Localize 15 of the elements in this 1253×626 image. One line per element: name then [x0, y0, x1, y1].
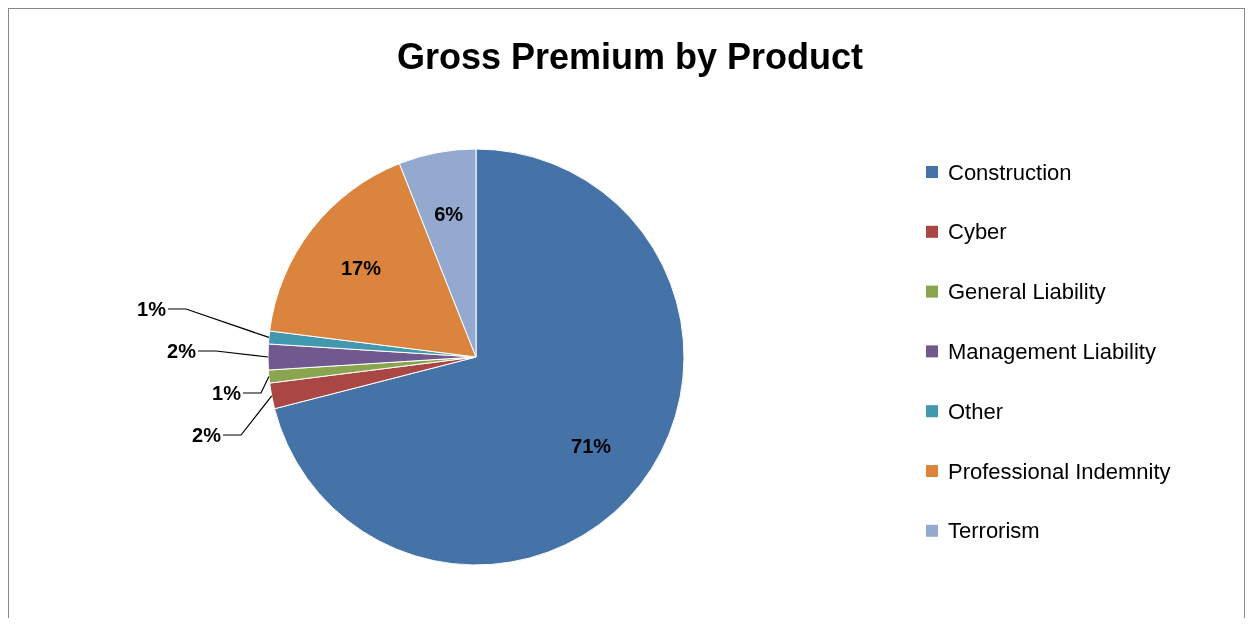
- data-label: 1%: [212, 382, 242, 404]
- data-label: 17%: [340, 256, 382, 279]
- data-label: 6%: [434, 202, 464, 225]
- data-label: 71%: [571, 435, 612, 458]
- legend-label: Cyber: [948, 219, 1007, 245]
- legend-label: Professional Indemnity: [948, 458, 1171, 484]
- legend-label: Management Liability: [948, 338, 1156, 364]
- legend-label: Other: [948, 398, 1004, 424]
- legend-label: General Liability: [948, 279, 1106, 305]
- legend-label: Construction: [948, 159, 1072, 185]
- data-label: 2%: [192, 424, 222, 446]
- data-label: 1%: [137, 298, 167, 320]
- legend-label: Terrorism: [948, 518, 1040, 544]
- chart-title: Gross Premium by Product: [396, 35, 864, 77]
- data-label: 2%: [167, 340, 197, 362]
